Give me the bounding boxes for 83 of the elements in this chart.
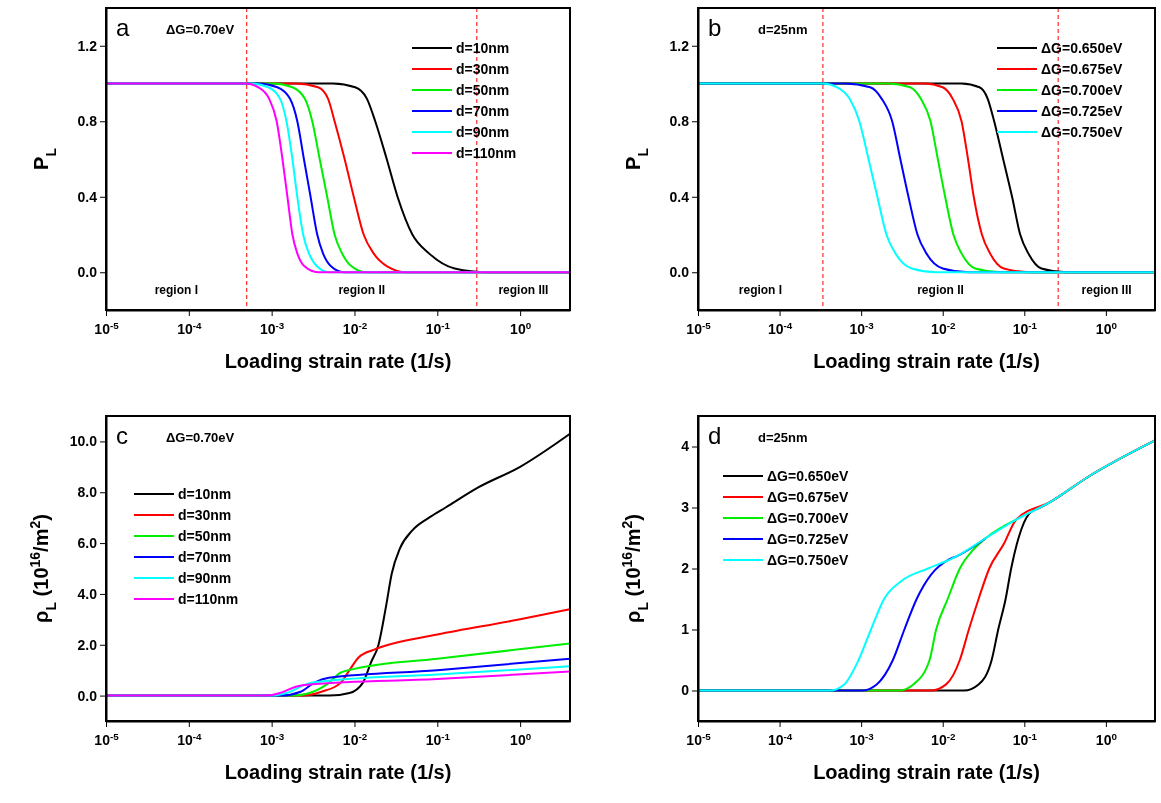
chart-title: d: [708, 422, 722, 449]
x-axis-title: Loading strain rate (1/s): [224, 761, 452, 783]
y-tick-label: 0.8: [77, 113, 98, 130]
x-tick-label: 10$^{-5}$: [686, 319, 712, 338]
y-tick-label: 2.0: [77, 636, 98, 653]
chart-title: c: [116, 422, 128, 449]
x-tick-label: 10$^{-3}$: [849, 730, 875, 749]
y-tick-label: 10.0: [69, 433, 98, 450]
y-tick-label: 2: [681, 560, 690, 577]
y-tick-label: 3: [681, 499, 690, 516]
x-tick-label: 10$^{-2}$: [342, 730, 368, 749]
y-tick-label: 6.0: [77, 535, 98, 552]
x-axis-title: Loading strain rate (1/s): [813, 761, 1040, 783]
y-tick-label: 0.4: [669, 188, 690, 205]
legend-label: d=30nm: [456, 61, 510, 77]
legend-label: ΔG=0.725eV: [1041, 103, 1123, 119]
text: ΔG=0.70eV: [166, 22, 235, 37]
legend-label: ΔG=0.700eV: [1041, 82, 1123, 98]
x-tick-label: 10$^{-5}$: [94, 730, 120, 749]
y-tick-label: 1.2: [77, 37, 98, 54]
text: ΔG=0.70eV: [166, 430, 235, 445]
x-tick-label: 10$^{-4}$: [767, 730, 793, 749]
y-tick-label: 8.0: [77, 484, 98, 501]
y-tick-label: 1.2: [669, 37, 690, 54]
y-tick-label: 0.0: [77, 687, 98, 704]
x-tick-label: 10$^{-2}$: [342, 319, 368, 338]
y-tick-label: 4.0: [77, 585, 98, 602]
y-tick-label: 0.4: [77, 188, 98, 205]
legend-label: d=70nm: [456, 103, 510, 119]
text: d=25nm: [758, 22, 808, 37]
text: d=25nm: [758, 430, 808, 445]
x-tick-label: 10$^{-2}$: [931, 319, 956, 338]
legend-label: ΔG=0.750eV: [767, 552, 849, 568]
legend-label: ΔG=0.650eV: [1041, 40, 1123, 56]
legend-label: d=10nm: [456, 40, 510, 56]
y-tick-label: 0: [681, 682, 690, 699]
x-axis-title: Loading strain rate (1/s): [224, 350, 452, 372]
x-axis-title: Loading strain rate (1/s): [813, 350, 1040, 372]
legend-label: d=110nm: [178, 591, 239, 607]
y-tick-label: 4: [681, 438, 690, 455]
x-tick-label: 10$^{-1}$: [1012, 319, 1038, 338]
x-tick-label: 10$^{-5}$: [94, 319, 120, 338]
y-tick-label: 0.8: [669, 113, 690, 130]
legend-label: ΔG=0.725eV: [767, 531, 849, 547]
x-tick-label: 10$^{-3}$: [260, 730, 285, 749]
legend-label: d=30nm: [178, 507, 232, 523]
x-tick-label: 10$^{-1}$: [425, 319, 451, 338]
x-tick-label: 10$^{-5}$: [686, 730, 712, 749]
legend-label: d=50nm: [456, 82, 510, 98]
legend-label: d=110nm: [456, 145, 517, 161]
legend-label: ΔG=0.700eV: [767, 510, 849, 526]
legend-label: ΔG=0.750eV: [1041, 124, 1123, 140]
x-tick-label: 10$^{0}$: [510, 319, 532, 338]
x-tick-label: 10$^{-4}$: [177, 319, 203, 338]
legend-label: d=90nm: [456, 124, 510, 140]
annotation: region II: [917, 283, 964, 297]
annotation: region III: [498, 283, 549, 297]
chart-title: b: [708, 14, 722, 41]
legend-label: d=70nm: [178, 549, 232, 565]
legend-label: d=10nm: [178, 486, 232, 502]
chart-title: a: [116, 14, 130, 41]
annotation: region I: [154, 283, 199, 297]
y-tick-label: 1: [681, 621, 690, 638]
x-tick-label: 10$^{-3}$: [260, 319, 285, 338]
y-tick-label: 0.0: [669, 264, 690, 281]
x-tick-label: 10$^{-1}$: [425, 730, 451, 749]
x-tick-label: 10$^{-1}$: [1012, 730, 1038, 749]
annotation: region II: [338, 283, 386, 297]
annotation: region III: [1081, 283, 1132, 297]
y-tick-label: 0.0: [77, 264, 98, 281]
x-tick-label: 10$^{-2}$: [931, 730, 956, 749]
legend-label: ΔG=0.675eV: [767, 489, 849, 505]
legend-label: ΔG=0.650eV: [767, 468, 849, 484]
x-tick-label: 10$^{0}$: [1095, 319, 1118, 338]
x-tick-label: 10$^{0}$: [1095, 730, 1118, 749]
legend-label: ΔG=0.675eV: [1041, 61, 1123, 77]
x-tick-label: 10$^{0}$: [510, 730, 532, 749]
annotation: region I: [738, 283, 783, 297]
legend-label: d=50nm: [178, 528, 232, 544]
legend-label: d=90nm: [178, 570, 232, 586]
x-tick-label: 10$^{-4}$: [177, 730, 203, 749]
x-tick-label: 10$^{-4}$: [767, 319, 793, 338]
x-tick-label: 10$^{-3}$: [849, 319, 875, 338]
